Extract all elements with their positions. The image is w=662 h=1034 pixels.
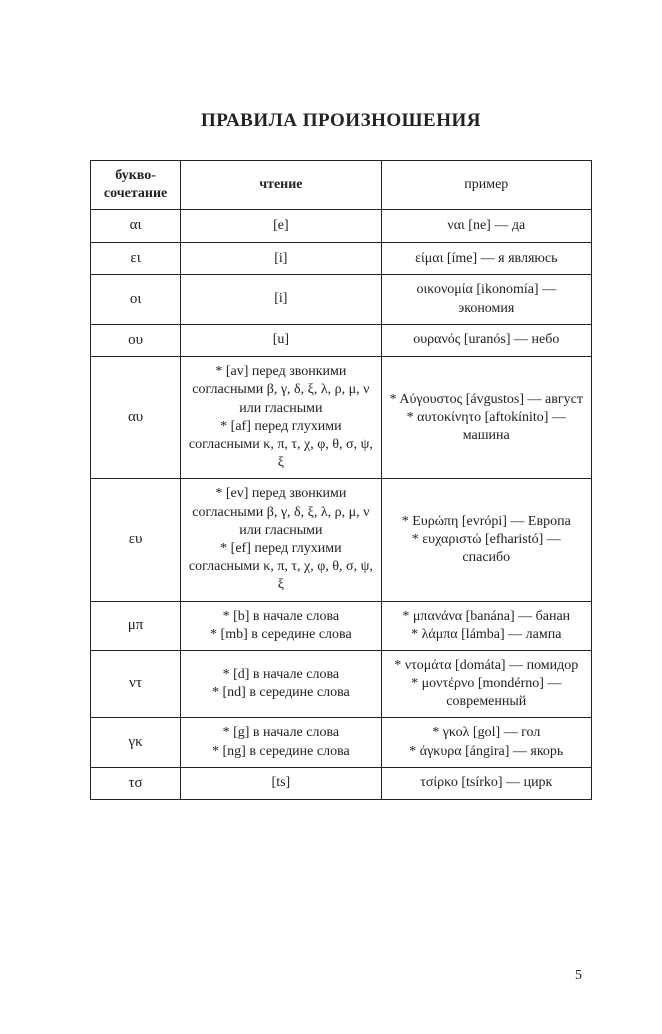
table-row: οι [i] οικονομία [ikonomía] — экономия [91, 275, 592, 324]
page: ПРАВИЛА ПРОИЗНОШЕНИЯ букво- сочетание чт… [0, 0, 662, 1034]
cell-reading: [i] [181, 242, 381, 275]
header-col1: букво- сочетание [91, 161, 181, 210]
page-number: 5 [575, 968, 582, 984]
header-col2: чтение [181, 161, 381, 210]
cell-letters: ει [91, 242, 181, 275]
cell-letters: ευ [91, 479, 181, 601]
cell-example: ουρανός [uranós] — небо [381, 324, 591, 357]
table-row: μπ * [b] в начале слова* [mb] в середине… [91, 601, 592, 650]
header-col1-line2: сочетание [104, 186, 167, 201]
page-title: ПРАВИЛА ПРОИЗНОШЕНИЯ [90, 110, 592, 132]
cell-example: ναι [ne] — да [381, 210, 591, 243]
table-row: τσ [ts] τσίρκο [tsírko] — цирк [91, 767, 592, 800]
cell-example: * Ευρώπη [evrópi] — Европа* ευχαριστώ [e… [381, 479, 591, 601]
cell-reading: * [ev] перед звонкими согласными β, γ, δ… [181, 479, 381, 601]
cell-reading: [u] [181, 324, 381, 357]
cell-example: * ντομάτα [domáta] — помидор* μοντέρνο [… [381, 650, 591, 718]
pronunciation-table: букво- сочетание чтение пример αι [e] να… [90, 160, 592, 800]
cell-reading: [ts] [181, 767, 381, 800]
cell-letters: ντ [91, 650, 181, 718]
cell-letters: αι [91, 210, 181, 243]
cell-reading: * [b] в начале слова* [mb] в середине сл… [181, 601, 381, 650]
table-row: ευ * [ev] перед звонкими согласными β, γ… [91, 479, 592, 601]
cell-example: * Αύγουστος [ávgustos] — август* αυτοκίν… [381, 357, 591, 479]
table-row: ντ * [d] в начале слова* [nd] в середине… [91, 650, 592, 718]
cell-letters: οι [91, 275, 181, 324]
table-row: ει [i] είμαι [íme] — я являюсь [91, 242, 592, 275]
cell-reading: * [g] в начале слова* [ng] в середине сл… [181, 718, 381, 767]
cell-letters: γκ [91, 718, 181, 767]
cell-letters: μπ [91, 601, 181, 650]
cell-example: οικονομία [ikonomía] — экономия [381, 275, 591, 324]
cell-example: είμαι [íme] — я являюсь [381, 242, 591, 275]
table-header-row: букво- сочетание чтение пример [91, 161, 592, 210]
cell-example: τσίρκο [tsírko] — цирк [381, 767, 591, 800]
table-row: αυ * [av] перед звонкими согласными β, γ… [91, 357, 592, 479]
table-row: αι [e] ναι [ne] — да [91, 210, 592, 243]
cell-example: * μπανάνα [banána] — банан* λάμπα [lámba… [381, 601, 591, 650]
cell-reading: * [av] перед звонкими согласными β, γ, δ… [181, 357, 381, 479]
cell-reading: [i] [181, 275, 381, 324]
table-row: γκ * [g] в начале слова* [ng] в середине… [91, 718, 592, 767]
cell-letters: ου [91, 324, 181, 357]
table-row: ου [u] ουρανός [uranós] — небо [91, 324, 592, 357]
header-col3: пример [381, 161, 591, 210]
cell-reading: * [d] в начале слова* [nd] в середине сл… [181, 650, 381, 718]
cell-example: * γκολ [gol] — гол* άγκυρα [ángira] — як… [381, 718, 591, 767]
header-col1-line1: букво- [115, 168, 156, 183]
cell-letters: τσ [91, 767, 181, 800]
cell-reading: [e] [181, 210, 381, 243]
cell-letters: αυ [91, 357, 181, 479]
